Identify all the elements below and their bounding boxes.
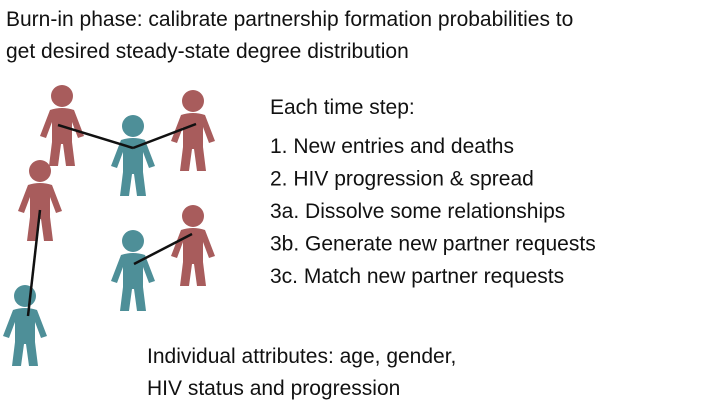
person-teal xyxy=(111,115,155,196)
step-item: 1. New entries and deaths xyxy=(270,135,514,158)
attributes-line: HIV status and progression xyxy=(147,377,400,400)
step-item: 3c. Match new partner requests xyxy=(270,265,564,288)
attributes-line: Individual attributes: age, gender, xyxy=(147,345,456,368)
person-teal xyxy=(3,285,47,366)
steps-heading: Each time step: xyxy=(270,96,415,119)
step-item: 3b. Generate new partner requests xyxy=(270,233,596,256)
partnership-line xyxy=(133,232,193,266)
step-item: 2. HIV progression & spread xyxy=(270,168,534,191)
person-teal xyxy=(111,230,155,311)
title-line: Burn-in phase: calibrate partnership for… xyxy=(6,8,573,31)
person-red xyxy=(171,205,215,286)
title-line: get desired steady-state degree distribu… xyxy=(6,40,409,63)
network-figures xyxy=(3,85,215,366)
time-step-list: Each time step: 1. New entries and death… xyxy=(270,96,596,288)
partnership-line xyxy=(132,122,197,150)
partnership-line xyxy=(26,209,42,317)
partnership-line xyxy=(57,123,134,150)
step-item: 3a. Dissolve some relationships xyxy=(270,200,565,223)
person-red xyxy=(18,160,62,241)
